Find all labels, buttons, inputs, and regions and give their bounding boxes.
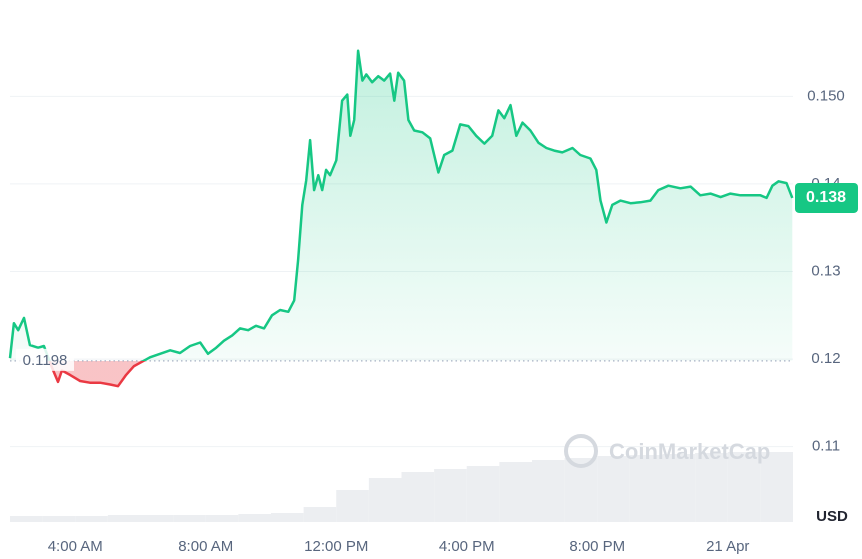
volume-bar (173, 515, 206, 522)
volume-bar (434, 469, 467, 522)
x-tick-label: 4:00 AM (48, 538, 103, 555)
volume-bar (368, 478, 402, 522)
x-tick-label: 21 Apr (706, 538, 749, 555)
baseline-label-box (16, 348, 74, 371)
price-badge-label: 0.138 (806, 189, 846, 206)
volume-bar (466, 466, 500, 522)
volume-bar (597, 456, 630, 522)
x-tick-label: 4:00 PM (439, 538, 495, 555)
volume-bar (336, 490, 369, 522)
y-tick-label: 0.12 (811, 350, 840, 367)
y-tick-label: 0.13 (811, 262, 840, 279)
baseline-label: 0.1198 (23, 352, 68, 369)
volume-bar (303, 507, 337, 522)
watermark: CoinMarketCap (564, 434, 770, 468)
currency-label: USD (816, 508, 848, 525)
volume-bar (107, 515, 141, 522)
volume-bar (532, 460, 565, 522)
volume-bar (662, 454, 696, 522)
y-tick-label: 0.150 (807, 87, 845, 104)
volume-bar (499, 462, 532, 522)
volume-bar (42, 516, 76, 522)
volume-bar (140, 515, 174, 522)
y-tick-label: 0.11 (812, 438, 840, 455)
volume-bar (629, 455, 663, 522)
volume-bar (727, 452, 761, 522)
volume-bar (271, 513, 304, 522)
volume-bar (401, 472, 435, 522)
volume-bar (75, 516, 108, 522)
volume-bar (238, 514, 271, 522)
watermark-text: CoinMarketCap (609, 439, 770, 464)
volume-bar (205, 515, 239, 522)
price-area (10, 50, 793, 387)
volume-bar (760, 452, 793, 522)
volume-bar (10, 516, 43, 522)
price-badge (795, 182, 858, 213)
x-tick-label: 8:00 PM (569, 538, 625, 555)
x-tick-label: 12:00 PM (304, 538, 368, 555)
volume-bar (695, 453, 728, 522)
watermark-logo (564, 434, 598, 468)
volume-bar (564, 458, 598, 522)
price-line (8, 49, 794, 388)
x-tick-label: 8:00 AM (178, 538, 233, 555)
